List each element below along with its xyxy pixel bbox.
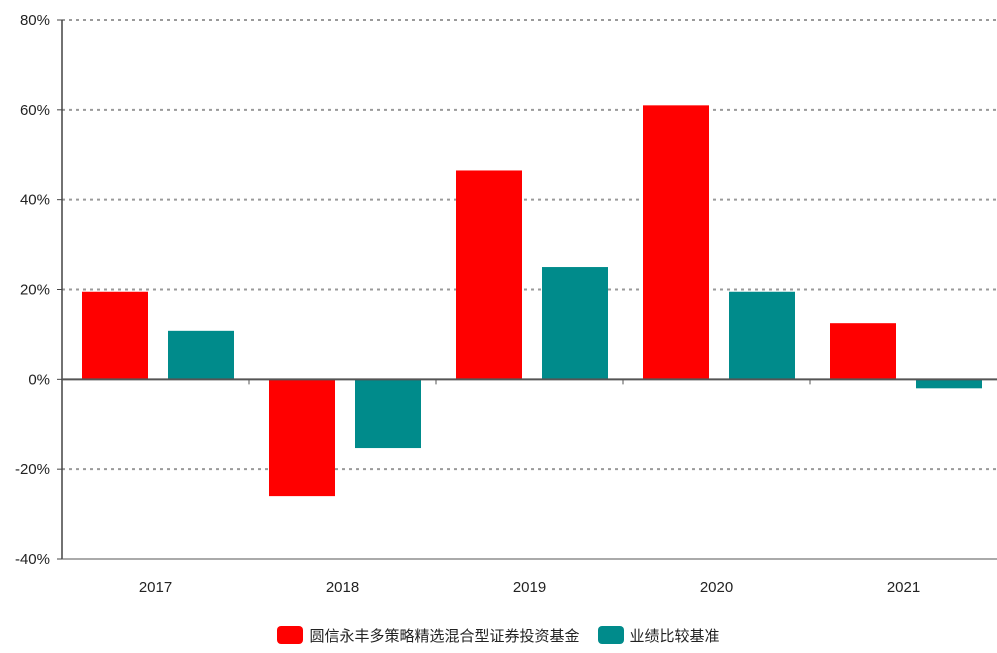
fund-bar-2019 [456,170,522,380]
y-tick-label: 20% [20,282,50,299]
y-tick-label: 40% [20,192,50,209]
legend-label-fund: 圆信永丰多策略精选混合型证券投资基金 [309,626,580,645]
legend-label-benchmark: 业绩比较基准 [629,626,720,645]
y-tick-label: -20% [15,461,50,478]
y-tick-label: -40% [15,551,50,568]
bar-chart: 80%60%40%20%0%-20%-40% 2017 2018 2019 2020 2… [15,12,997,596]
legend-swatch-fund [277,626,304,644]
legend-item-benchmark: 业绩比较基准 [597,625,720,646]
benchmark-bar-2017 [168,330,234,380]
x-tick-label: 2020 [700,579,733,596]
fund-bar-2018 [269,379,335,497]
bars [82,105,982,497]
fund-bar-2017 [82,291,148,380]
benchmark-bar-2018 [355,379,421,449]
x-tick-label: 2017 [139,579,172,596]
axes [57,19,997,560]
y-tick-label: 60% [20,102,50,119]
legend: 圆信永丰多策略精选混合型证券投资基金 业绩比较基准 [0,622,997,648]
x-tick-labels: 2017 2018 2019 2020 2021 [139,579,920,596]
benchmark-bar-2021 [916,379,982,389]
legend-swatch-benchmark [597,626,624,644]
y-tick-labels: 80% 60% 40% 20% 0% -20% -40% [15,12,50,568]
x-tick-label: 2021 [887,579,920,596]
benchmark-bar-2019 [542,267,608,380]
x-tick-label: 2018 [326,579,359,596]
benchmark-bar-2020 [729,291,795,380]
y-tick-label: 0% [28,371,50,388]
fund-bar-2021 [830,323,896,380]
y-tick-label: 80% [20,12,50,29]
gridlines [62,19,997,471]
fund-bar-2020 [643,105,709,380]
legend-item-fund: 圆信永丰多策略精选混合型证券投资基金 [277,625,580,646]
x-tick-label: 2019 [513,579,546,596]
